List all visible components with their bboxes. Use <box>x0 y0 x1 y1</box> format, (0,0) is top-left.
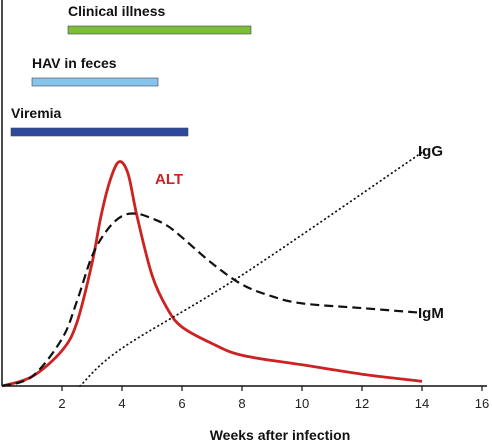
x-tick-label-4: 4 <box>118 396 125 411</box>
series-label-alt: ALT <box>155 171 183 188</box>
x-tick-label-16: 16 <box>475 396 489 411</box>
x-tick-label-6: 6 <box>178 396 185 411</box>
bar-hav-in-feces <box>31 77 159 87</box>
x-tick-label-10: 10 <box>295 396 309 411</box>
series-alt-line <box>1 160 423 388</box>
x-axis-title: Weeks after infection <box>210 427 351 443</box>
series-igm-line <box>1 212 423 388</box>
bar-label-viremia: Viremia <box>11 105 62 121</box>
series-label-igm: IgM <box>418 305 444 322</box>
bar-label-clinical-illness: Clinical illness <box>68 3 165 19</box>
x-tick-label-2: 2 <box>58 396 65 411</box>
bar-viremia <box>10 127 189 137</box>
bar-clinical-illness <box>67 25 252 35</box>
series-label-igg: IgG <box>418 143 443 160</box>
x-tick-label-14: 14 <box>415 396 429 411</box>
x-tick-label-8: 8 <box>238 396 245 411</box>
x-tick-label-12: 12 <box>355 396 369 411</box>
bar-label-hav-in-feces: HAV in feces <box>32 55 117 71</box>
bars-layer: Clinical illness HAV in feces Viremia <box>10 3 252 137</box>
series-layer: ALT IgM IgG <box>1 143 444 388</box>
series-igg-line <box>79 151 423 387</box>
ticks-layer: 2 4 6 8 10 12 14 16 <box>58 386 489 411</box>
axes-layer <box>1 0 487 387</box>
